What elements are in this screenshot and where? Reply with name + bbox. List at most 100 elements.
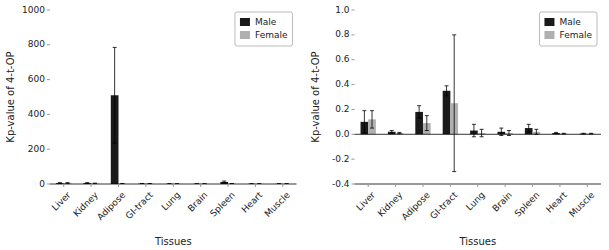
- x-tick-label: Muscle: [567, 190, 596, 219]
- y-tick: [352, 34, 355, 35]
- x-tick-label: GI-tract: [124, 190, 156, 222]
- x-tick: [450, 184, 451, 187]
- error-bar: [554, 132, 558, 133]
- series: [361, 86, 588, 137]
- y-tick: [47, 10, 50, 11]
- legend-swatch: [240, 31, 250, 39]
- legend-swatch: [240, 18, 250, 26]
- x-tick-label: Heart: [544, 190, 569, 215]
- zero-line: [355, 134, 602, 135]
- x-tick-label: Adipose: [95, 190, 128, 223]
- error-bar: [445, 86, 449, 96]
- error-bar: [113, 47, 117, 143]
- y-tick: [352, 84, 355, 85]
- error-bar: [452, 35, 456, 172]
- x-tick-label: Spleen: [208, 190, 237, 219]
- error-bar: [527, 124, 531, 131]
- x-tick: [282, 184, 283, 187]
- error-bar: [362, 111, 366, 133]
- error-bar: [222, 181, 226, 183]
- x-tick: [532, 184, 533, 187]
- legend-frame: [539, 12, 597, 46]
- plot-area: [56, 47, 290, 184]
- y-tick: [47, 44, 50, 45]
- y-axis: 0 200 400 600 800 1000: [22, 5, 50, 189]
- error-bar: [480, 129, 484, 136]
- y-tick: [352, 184, 355, 185]
- x-tick-label: Lung: [160, 190, 183, 213]
- legend-label: Female: [255, 30, 288, 40]
- x-tick-label: Liver: [354, 190, 377, 213]
- y-tick-label: 800: [28, 39, 45, 49]
- x-tick: [477, 184, 478, 187]
- error-bar: [472, 124, 476, 136]
- y-axis-label: Kp-value of 4-t-OP: [5, 51, 16, 142]
- page: {"chart_data": [ {"type": "bar", "xlabel…: [0, 0, 609, 250]
- y-tick-label: 1.0: [335, 5, 350, 15]
- y-tick: [352, 59, 355, 60]
- series: [56, 47, 283, 184]
- x-tick: [395, 184, 396, 187]
- y-tick: [352, 109, 355, 110]
- y-tick-label: 0: [39, 179, 45, 189]
- legend-label: Male: [255, 17, 277, 27]
- x-tick: [255, 184, 256, 187]
- x-tick: [505, 184, 506, 187]
- x-tick: [422, 184, 423, 187]
- x-tick-label: Lung: [464, 190, 487, 213]
- x-axis: LiverKidneyAdiposeGI-tractLungBrainSplee…: [50, 184, 292, 222]
- x-tick: [63, 184, 64, 187]
- bar: [443, 91, 451, 134]
- legend-label: Male: [559, 17, 581, 27]
- x-tick-label: Brain: [186, 190, 210, 214]
- figure: 0 200 400 600 800 1000 Kp-value of 4-t-OP Liver…: [0, 0, 609, 250]
- x-tick: [118, 184, 119, 187]
- y-tick-label: 1000: [22, 5, 45, 15]
- x-tick: [587, 184, 588, 187]
- x-tick-label: Muscle: [263, 190, 292, 219]
- y-tick-label: 0.6: [335, 54, 350, 64]
- series: [368, 35, 595, 172]
- y-tick: [47, 79, 50, 80]
- error-bar: [507, 131, 511, 136]
- chart-panel: -0.4-0.20.00.20.40.60.81.0Kp-value of 4-…: [310, 5, 602, 248]
- y-tick: [47, 184, 50, 185]
- y-tick-label: 400: [28, 109, 45, 119]
- x-tick-label: Adipose: [400, 190, 433, 223]
- chart-panel: 0 200 400 600 800 1000 Kp-value of 4-t-OP Liver…: [5, 5, 297, 248]
- y-tick-label: 0.0: [335, 129, 350, 139]
- y-tick-label: 0.8: [335, 29, 350, 39]
- y-tick-label: 0.4: [335, 79, 350, 89]
- x-tick: [200, 184, 201, 187]
- y-tick-label: 200: [28, 144, 45, 154]
- y-tick-label: -0.2: [332, 154, 350, 164]
- legend-frame: [235, 12, 293, 46]
- y-tick: [352, 159, 355, 160]
- x-axis-label: Tissues: [458, 236, 496, 247]
- error-bar: [85, 183, 89, 184]
- x-axis-label: Tissues: [154, 236, 192, 247]
- error-bar: [390, 131, 394, 133]
- y-tick-label: 600: [28, 74, 45, 84]
- x-tick-label: GI-tract: [428, 190, 460, 222]
- error-bar: [397, 132, 401, 133]
- legend-swatch: [544, 18, 554, 26]
- y-tick: [352, 134, 355, 135]
- error-bar: [417, 106, 421, 118]
- x-tick: [91, 184, 92, 187]
- x-tick: [368, 184, 369, 187]
- error-bar: [534, 129, 538, 134]
- x-tick-label: Spleen: [513, 190, 542, 219]
- legend-swatch: [544, 31, 554, 39]
- y-tick-label: -0.4: [332, 179, 350, 189]
- legend-label: Female: [559, 30, 592, 40]
- y-tick: [47, 149, 50, 150]
- legend: Male Female: [539, 12, 597, 46]
- y-axis-label: Kp-value of 4-t-OP: [310, 51, 321, 142]
- y-axis: -0.4-0.20.00.20.40.60.81.0: [332, 5, 355, 189]
- error-bar: [425, 116, 429, 131]
- x-tick-label: Heart: [240, 190, 265, 215]
- y-tick: [47, 114, 50, 115]
- x-axis: LiverKidneyAdiposeGI-tractLungBrainSplee…: [354, 184, 596, 222]
- error-bar: [66, 183, 70, 184]
